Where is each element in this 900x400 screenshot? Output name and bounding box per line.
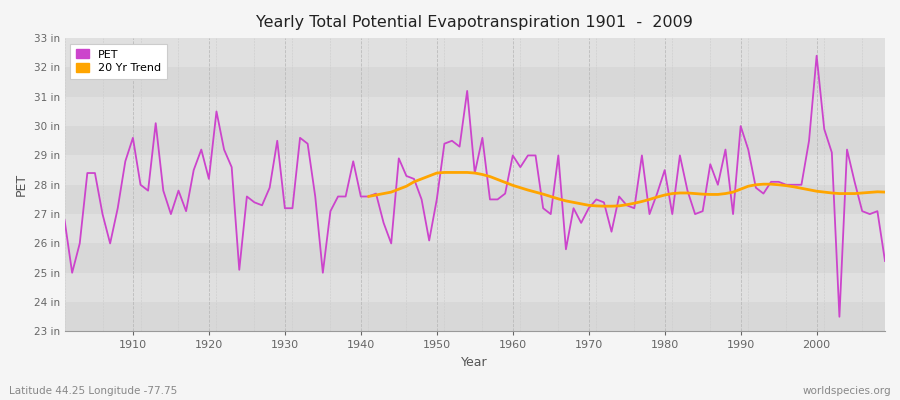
Text: Latitude 44.25 Longitude -77.75: Latitude 44.25 Longitude -77.75 — [9, 386, 177, 396]
Line: PET: PET — [65, 56, 885, 317]
20 Yr Trend — [773, 182, 784, 187]
Bar — [65, 185, 885, 214]
X-axis label: Year: Year — [462, 356, 488, 369]
20 Yr Trend — [872, 190, 883, 194]
Bar — [65, 38, 885, 68]
Bar — [65, 244, 885, 273]
Text: worldspecies.org: worldspecies.org — [803, 386, 891, 396]
20 Yr Trend — [598, 204, 609, 208]
PET — [834, 314, 845, 319]
Bar — [65, 126, 885, 156]
PET — [59, 218, 70, 222]
Line: 20 Yr Trend: 20 Yr Trend — [368, 172, 885, 206]
20 Yr Trend — [879, 190, 890, 194]
PET — [879, 259, 890, 264]
20 Yr Trend — [674, 190, 685, 195]
20 Yr Trend — [401, 184, 412, 189]
Bar — [65, 302, 885, 332]
PET — [500, 191, 510, 196]
Y-axis label: PET: PET — [15, 173, 28, 196]
Legend: PET, 20 Yr Trend: PET, 20 Yr Trend — [70, 44, 166, 79]
Bar — [65, 156, 885, 185]
Bar — [65, 273, 885, 302]
PET — [598, 200, 609, 205]
PET — [508, 153, 518, 158]
20 Yr Trend — [439, 170, 450, 175]
PET — [120, 159, 130, 164]
PET — [811, 53, 822, 58]
PET — [333, 194, 344, 199]
20 Yr Trend — [363, 194, 374, 199]
Title: Yearly Total Potential Evapotranspiration 1901  -  2009: Yearly Total Potential Evapotranspiratio… — [256, 15, 693, 30]
Bar — [65, 214, 885, 244]
20 Yr Trend — [470, 171, 481, 176]
20 Yr Trend — [454, 170, 465, 175]
Bar — [65, 68, 885, 97]
Bar — [65, 97, 885, 126]
PET — [287, 206, 298, 211]
